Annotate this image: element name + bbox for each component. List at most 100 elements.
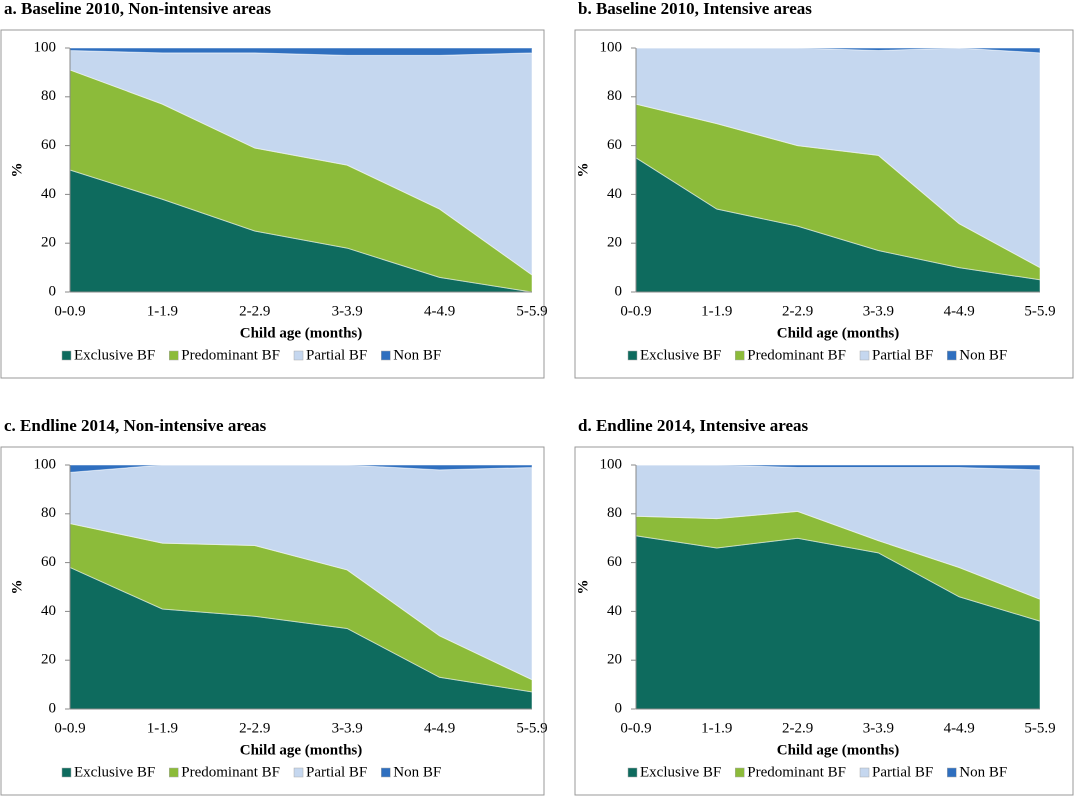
y-tick-label: 60 [41,554,56,570]
x-tick-label: 4-4.9 [424,720,455,736]
legend-swatch [293,350,304,361]
legend-label: Exclusive BF [640,764,721,780]
y-axis-label: % [575,580,591,595]
panel-frame [574,29,1074,379]
y-tick-label: 40 [607,603,622,619]
y-tick-label: 20 [607,652,622,668]
legend-swatch [61,350,72,361]
legend-swatch [61,767,72,778]
y-tick-label: 0 [49,700,57,716]
y-tick-label: 60 [607,137,622,153]
y-tick-label: 100 [34,39,57,55]
y-tick-label: 20 [607,235,622,251]
legend-swatch [859,767,870,778]
legend-label: Partial BF [306,764,367,780]
y-tick-label: 40 [41,186,56,202]
y-tick-label: 80 [607,505,622,521]
y-tick-label: 100 [600,39,623,55]
x-tick-label: 4-4.9 [944,720,975,736]
x-tick-label: 2-2.9 [782,303,813,319]
legend-label: Partial BF [306,347,367,363]
x-tick-label: 5-5.9 [516,303,547,319]
x-tick-label: 5-5.9 [1024,720,1055,736]
y-tick-label: 60 [41,137,56,153]
x-tick-label: 3-3.9 [332,720,363,736]
legend-swatch [859,350,870,361]
y-tick-label: 100 [34,456,57,472]
legend-swatch [169,767,179,778]
legend-label: Exclusive BF [74,347,155,363]
panel: d. Endline 2014, Intensive areas 0 20 40 60 8… [574,416,1074,796]
y-tick-label: 40 [41,603,56,619]
panel-frame [0,29,545,379]
x-axis-label: Child age (months) [777,325,900,341]
y-axis-label: % [575,163,591,178]
panel-title: c. Endline 2014, Non-intensive areas [4,416,267,435]
legend-label: Predominant BF [747,347,846,363]
y-tick-label: 80 [41,88,56,104]
y-axis-label: % [9,580,25,595]
x-tick-label: 3-3.9 [863,720,894,736]
x-axis-label: Child age (months) [240,325,363,341]
panel-frame [574,446,1074,796]
x-tick-label: 3-3.9 [332,303,363,319]
legend-swatch [947,350,957,361]
panel: b. Baseline 2010, Intensive areas 0 20 40 60… [574,0,1074,379]
legend-label: Predominant BF [747,764,846,780]
legend-label: Non BF [393,347,441,363]
x-tick-label: 4-4.9 [944,303,975,319]
legend-swatch [381,350,391,361]
y-tick-label: 0 [615,283,623,299]
x-tick-label: 1-1.9 [701,303,732,319]
x-axis-label: Child age (months) [240,742,363,758]
x-tick-label: 1-1.9 [147,303,178,319]
x-tick-label: 1-1.9 [147,720,178,736]
legend-label: Exclusive BF [74,764,155,780]
legend-swatch [627,350,638,361]
panel-frame [0,446,545,796]
y-tick-label: 20 [41,235,56,251]
legend-label: Partial BF [872,764,933,780]
area [636,464,1041,471]
legend-label: Partial BF [872,347,933,363]
area [69,47,533,56]
area [636,47,1041,54]
x-tick-label: 0-0.9 [620,720,651,736]
x-tick-label: 2-2.9 [239,303,270,319]
y-tick-label: 80 [607,88,622,104]
panel: a. Baseline 2010, Non-intensive areas 0 20… [0,0,548,379]
legend-label: Predominant BF [181,764,280,780]
x-tick-label: 3-3.9 [863,303,894,319]
legend-label: Non BF [959,764,1007,780]
panel-title: d. Endline 2014, Intensive areas [578,416,809,435]
x-tick-label: 2-2.9 [782,720,813,736]
x-tick-label: 0-0.9 [54,720,85,736]
y-tick-label: 0 [615,700,623,716]
y-tick-label: 40 [607,186,622,202]
y-tick-label: 80 [41,505,56,521]
legend-swatch [735,767,745,778]
x-tick-label: 0-0.9 [54,303,85,319]
x-tick-label: 4-4.9 [424,303,455,319]
x-tick-label: 5-5.9 [516,720,547,736]
y-axis-label: % [9,163,25,178]
legend-label: Exclusive BF [640,347,721,363]
legend-swatch [169,350,179,361]
x-tick-label: 2-2.9 [239,720,270,736]
panel-title: b. Baseline 2010, Intensive areas [578,0,812,18]
legend-label: Predominant BF [181,347,280,363]
x-tick-label: 5-5.9 [1024,303,1055,319]
legend-label: Non BF [393,764,441,780]
y-tick-label: 100 [600,456,623,472]
x-tick-label: 1-1.9 [701,720,732,736]
legend-swatch [293,767,304,778]
legend-swatch [947,767,957,778]
y-tick-label: 60 [607,554,622,570]
panel: c. Endline 2014, Non-intensive areas 0 20 4… [0,416,548,796]
legend-swatch [627,767,638,778]
area [69,464,533,473]
legend-swatch [735,350,745,361]
x-tick-label: 0-0.9 [620,303,651,319]
panel-title: a. Baseline 2010, Non-intensive areas [4,0,271,18]
